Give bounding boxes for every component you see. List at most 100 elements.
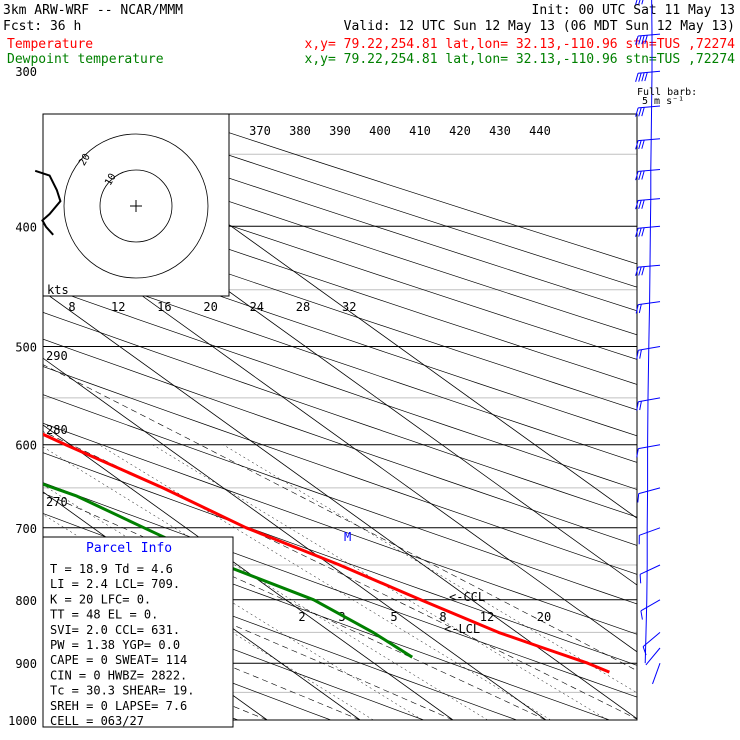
- wind-barb-shaft: [638, 346, 661, 351]
- wind-barb-flag: [638, 72, 642, 82]
- wind-barb-flag: [635, 140, 639, 150]
- hodograph-units: kts: [47, 283, 69, 297]
- temperature-trace: [43, 432, 610, 674]
- model-title: 3km ARW-WRF -- NCAR/MMM: [3, 3, 183, 18]
- parcel-info-row: CAPE = 0 SWEAT= 114: [50, 653, 187, 667]
- wind-barb-flag: [635, 35, 639, 45]
- wind-barb-shaft: [639, 527, 661, 536]
- hodograph-speed-label: 28: [296, 300, 310, 314]
- parcel-info-panel: Parcel Info T = 18.9 Td = 4.6LI = 2.4 LC…: [42, 536, 234, 728]
- dewpoint-label: Dewpoint temperature: [7, 52, 164, 67]
- parcel-info-row: PW = 1.38 YGP= 0.0: [50, 638, 180, 652]
- wind-barb-shaft: [638, 397, 661, 403]
- wind-barb-shaft: [652, 663, 661, 685]
- wind-barb-flag: [635, 0, 638, 5]
- dry-adiabat-line: [43, 285, 637, 490]
- dry-adiabat-line: [43, 544, 517, 720]
- theta-e-tick-label: 290: [46, 349, 68, 363]
- wind-barb-flag: [635, 200, 639, 210]
- wind-barb-flag: [638, 140, 642, 150]
- wind-barb-shaft: [638, 225, 661, 229]
- dry-adiabat-line: [43, 209, 637, 411]
- wind-barb-flag: [638, 227, 642, 237]
- parcel-info-row: SREH = 0 LAPSE= 7.6: [50, 699, 187, 713]
- header: 3km ARW-WRF -- NCAR/MMM Init: 00 UTC Sat…: [3, 3, 735, 67]
- temperature-label: Temperature: [7, 37, 93, 52]
- valid-time: Valid: 12 UTC Sun 12 May 13 (06 MDT Sun …: [344, 19, 735, 34]
- m-marker: M: [344, 530, 351, 544]
- mixing-ratio-label: 5: [390, 610, 397, 624]
- wind-barb-shaft: [638, 70, 661, 74]
- hodograph-speed-label: 16: [157, 300, 171, 314]
- parcel-info-title: Parcel Info: [86, 541, 172, 556]
- isotherm-line: [43, 224, 637, 653]
- isotherm-line: [43, 357, 547, 720]
- hodograph: 10 20: [34, 113, 230, 297]
- dewpoint-location: x,y= 79.22,254.81 lat,lon= 32.13,-110.96…: [305, 52, 736, 67]
- wind-barb-flag: [641, 170, 645, 180]
- mixing-ratio-label: 20: [537, 610, 551, 624]
- parcel-info-row: CIN = 0 HWBZ= 2822.: [50, 668, 187, 682]
- wind-barb-flag: [635, 73, 639, 82]
- annotations: M <-CCL <-LCL kts: [47, 283, 485, 636]
- dry-adiabat-line: [43, 482, 637, 698]
- wind-barb-flag: [641, 227, 645, 237]
- wind-barb-flag: [635, 304, 639, 314]
- wind-barb-flag: [641, 107, 645, 117]
- ccl-marker: <-CCL: [449, 590, 485, 604]
- dry-adiabat-line: [43, 234, 637, 437]
- dry-adiabat-line: [43, 513, 610, 720]
- hodograph-ring: [63, 133, 209, 279]
- pressure-tick-label: 1000: [8, 714, 37, 728]
- parcel-info-row: CELL = 063/27: [50, 714, 144, 728]
- mixing-ratio-line: [223, 444, 637, 694]
- theta-e-tick-label: 270: [46, 495, 68, 509]
- mixing-ratio-label: 2: [298, 610, 305, 624]
- wind-profile-line: [644, 0, 653, 664]
- isotherm-line: [43, 424, 454, 720]
- moist-adiabat-line: [43, 431, 637, 720]
- wind-barb-flag: [642, 646, 647, 656]
- hodograph-speed-label: 8: [68, 300, 75, 314]
- hodograph-speed-label: 32: [342, 300, 356, 314]
- parcel-info-row: T = 18.9 Td = 4.6: [50, 562, 173, 576]
- wind-barb-shaft: [638, 33, 661, 37]
- theta-tick-label: 420: [449, 124, 471, 138]
- wind-barb-shaft: [638, 169, 661, 172]
- wind-barb-shaft: [639, 564, 661, 575]
- wind-barb-flag: [635, 228, 639, 237]
- wind-barb-flag: [639, 574, 642, 584]
- wind-barb-flag: [644, 72, 648, 82]
- dry-adiabat-line: [43, 259, 637, 463]
- wind-barb-shaft: [638, 264, 661, 268]
- theta-tick-label: 440: [529, 124, 551, 138]
- wind-barb-flag: [641, 139, 645, 149]
- init-time: Init: 00 UTC Sat 11 May 13: [532, 3, 736, 18]
- wind-barb-flag: [638, 107, 642, 117]
- dry-adiabat-line: [43, 422, 637, 635]
- forecast-hour: Fcst: 36 h: [3, 19, 81, 34]
- dry-adiabat-line: [43, 311, 637, 518]
- wind-barb-flag: [635, 107, 639, 117]
- pressure-tick-label: 800: [15, 594, 37, 608]
- hodograph-trace: [34, 169, 62, 236]
- hodograph-ring-label: 10: [103, 172, 119, 188]
- wind-barb-flag: [638, 170, 642, 180]
- wind-barb-shaft: [638, 138, 661, 142]
- wind-barb-flag: [638, 200, 642, 210]
- wind-barb-flag: [639, 349, 642, 359]
- hodograph-speed-label: 20: [203, 300, 217, 314]
- wind-barb-flag: [636, 448, 639, 458]
- wind-barb-flag: [644, 35, 648, 44]
- parcel-info-row: K = 20 LFC= 0.: [50, 592, 151, 606]
- lcl-marker: <-LCL: [444, 622, 480, 636]
- axis-labels: 1002003004005006007008009001000370380390…: [8, 65, 551, 728]
- wind-legend-title: Full barb:: [637, 87, 697, 98]
- wind-barb-flag: [641, 72, 645, 82]
- mixing-ratio-line: [43, 484, 423, 720]
- wind-barb-flag: [635, 171, 639, 181]
- pressure-tick-label: 300: [15, 65, 37, 79]
- hodograph-ring-label: 20: [77, 152, 93, 168]
- moist-adiabat-line: [43, 492, 547, 720]
